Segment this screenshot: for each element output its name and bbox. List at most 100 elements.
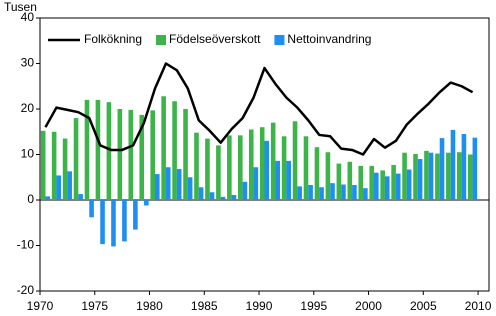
bar bbox=[308, 184, 313, 200]
bar bbox=[51, 131, 57, 200]
x-tick-label: 1995 bbox=[300, 299, 327, 313]
bar bbox=[117, 109, 123, 200]
bar bbox=[424, 150, 429, 200]
bar bbox=[62, 138, 68, 200]
x-tick-label: 2005 bbox=[410, 299, 437, 313]
bar bbox=[133, 200, 138, 230]
y-tick-label: 20 bbox=[21, 101, 35, 115]
bar bbox=[330, 183, 335, 200]
bar bbox=[395, 173, 401, 200]
bar bbox=[281, 136, 287, 200]
bar bbox=[205, 138, 210, 200]
bar bbox=[183, 109, 188, 200]
bar bbox=[227, 135, 232, 200]
y-tick-label: 0 bbox=[27, 192, 34, 206]
bar bbox=[154, 174, 160, 200]
bar bbox=[95, 99, 101, 200]
bar bbox=[439, 138, 445, 200]
bar bbox=[341, 184, 346, 200]
legend-swatch bbox=[156, 35, 167, 45]
bar bbox=[78, 194, 83, 200]
bar bbox=[242, 181, 248, 200]
y-axis-label: Tusen bbox=[4, 0, 37, 14]
bar bbox=[413, 154, 418, 200]
bar bbox=[198, 187, 204, 200]
bar bbox=[303, 136, 309, 200]
bar bbox=[286, 160, 292, 200]
bar bbox=[319, 187, 324, 200]
x-tick-label: 2010 bbox=[465, 299, 492, 313]
bar bbox=[100, 200, 105, 245]
bar bbox=[122, 200, 127, 242]
legend-swatch bbox=[274, 35, 285, 45]
bar bbox=[231, 194, 237, 200]
bar bbox=[73, 118, 79, 200]
bar bbox=[417, 159, 423, 200]
bar bbox=[363, 188, 368, 200]
x-tick-label: 1975 bbox=[81, 299, 108, 313]
bar bbox=[402, 152, 407, 200]
y-tick-label: 40 bbox=[21, 10, 35, 24]
bar bbox=[220, 196, 226, 200]
bar bbox=[106, 102, 112, 200]
bar bbox=[314, 147, 320, 200]
bar bbox=[275, 160, 281, 200]
bar bbox=[380, 170, 385, 200]
bar bbox=[237, 135, 243, 200]
bar bbox=[292, 121, 298, 200]
legend-label: Folkökning bbox=[84, 32, 142, 46]
bar bbox=[352, 184, 357, 200]
legend-label: Nettoinvandring bbox=[287, 32, 371, 46]
bar bbox=[84, 99, 90, 200]
bar bbox=[264, 140, 270, 200]
bar bbox=[406, 169, 412, 200]
bar bbox=[248, 129, 254, 200]
bar bbox=[358, 165, 364, 200]
y-tick-label: 10 bbox=[21, 147, 35, 161]
bar bbox=[139, 114, 145, 200]
x-tick-label: 2000 bbox=[355, 299, 382, 313]
bar bbox=[325, 152, 331, 200]
bar bbox=[446, 152, 451, 200]
bar bbox=[89, 200, 94, 218]
bar bbox=[297, 186, 302, 200]
bar bbox=[144, 200, 149, 206]
bar bbox=[391, 164, 396, 200]
y-tick-label: -20 bbox=[17, 283, 35, 297]
bar bbox=[194, 132, 199, 200]
x-tick-label: 1980 bbox=[136, 299, 163, 313]
bar bbox=[472, 137, 478, 200]
bar bbox=[161, 96, 166, 200]
y-tick-label: 30 bbox=[21, 56, 35, 70]
legend-label: Födelseöverskott bbox=[169, 32, 261, 46]
bar bbox=[336, 163, 342, 200]
line bbox=[44, 62, 474, 156]
bar bbox=[435, 153, 440, 200]
bar bbox=[216, 145, 221, 200]
bar bbox=[270, 122, 276, 200]
bar bbox=[374, 172, 379, 200]
bar bbox=[150, 110, 155, 200]
bar bbox=[347, 161, 353, 200]
y-tick-label: -10 bbox=[17, 238, 35, 252]
bar bbox=[461, 134, 467, 200]
bar bbox=[165, 167, 171, 200]
bar bbox=[56, 175, 62, 200]
bar bbox=[369, 165, 375, 200]
bar bbox=[384, 176, 390, 200]
bar bbox=[45, 196, 51, 200]
bar bbox=[457, 152, 462, 200]
bar bbox=[209, 192, 215, 200]
bar bbox=[259, 127, 265, 200]
bar bbox=[67, 171, 72, 200]
bar bbox=[176, 169, 182, 200]
bar bbox=[467, 154, 473, 200]
bar bbox=[428, 152, 434, 200]
bar bbox=[111, 200, 116, 247]
x-tick-label: 1970 bbox=[27, 299, 54, 313]
bar bbox=[128, 109, 134, 200]
bar bbox=[187, 177, 193, 200]
bar bbox=[40, 130, 46, 200]
x-tick-label: 1990 bbox=[246, 299, 273, 313]
